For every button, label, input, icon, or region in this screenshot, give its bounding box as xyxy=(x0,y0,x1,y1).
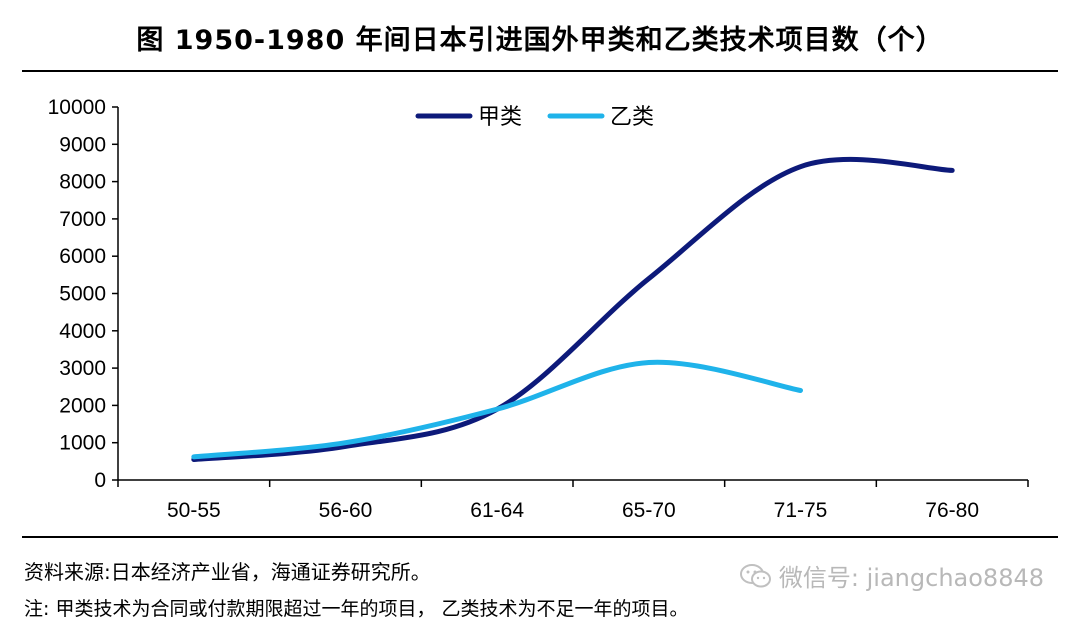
y-tick-label: 4000 xyxy=(59,320,106,343)
x-tick-label: 50-55 xyxy=(167,499,221,522)
y-tick-label: 9000 xyxy=(59,133,106,156)
series-lines xyxy=(191,156,955,462)
y-tick-label: 1000 xyxy=(59,432,106,455)
y-tick-label: 10000 xyxy=(48,96,106,119)
x-tick-label: 71-75 xyxy=(774,499,828,522)
watermark: 微信号: jiangchao8848 xyxy=(739,558,1044,593)
chart-legend: 甲类 乙类 xyxy=(415,105,654,130)
line-chart: 0 1000 2000 3000 4000 5000 6000 7000 8000 9000 100… xyxy=(48,96,1029,522)
title-rule xyxy=(22,70,1058,72)
series-line-1 xyxy=(191,156,955,462)
y-tick-label: 6000 xyxy=(59,245,106,268)
x-axis-ticks: 50-55 56-60 61-64 65-70 71-75 76-80 xyxy=(117,480,1029,522)
legend-label-2: 乙类 xyxy=(610,105,654,130)
y-tick-label: 0 xyxy=(94,469,106,492)
x-tick-label: 61-64 xyxy=(470,499,524,522)
y-tick-label: 2000 xyxy=(59,394,106,417)
y-tick-label: 7000 xyxy=(59,208,106,231)
chart-title: 图 1950-1980 年间日本引进国外甲类和乙类技术项目数（个） xyxy=(136,25,944,56)
x-tick-label: 65-70 xyxy=(622,499,676,522)
series-line-2 xyxy=(191,359,803,460)
source-note: 资料来源:日本经济产业省，海通证券研究所。 xyxy=(24,560,431,584)
legend-label-1: 甲类 xyxy=(478,105,522,130)
x-tick-label: 56-60 xyxy=(319,499,373,522)
watermark-text: 微信号: jiangchao8848 xyxy=(778,564,1044,592)
y-tick-label: 3000 xyxy=(59,357,106,380)
y-tick-label: 8000 xyxy=(59,171,106,194)
y-tick-label: 5000 xyxy=(59,283,106,306)
wechat-icon xyxy=(739,563,771,587)
x-tick-label: 76-80 xyxy=(925,499,979,522)
footnote: 注: 甲类技术为合同或付款期限超过一年的项目， 乙类技术为不足一年的项目。 xyxy=(24,598,689,620)
y-axis-ticks: 0 1000 2000 3000 4000 5000 6000 7000 8000 9000 100… xyxy=(48,96,118,492)
footer-rule xyxy=(22,536,1058,538)
